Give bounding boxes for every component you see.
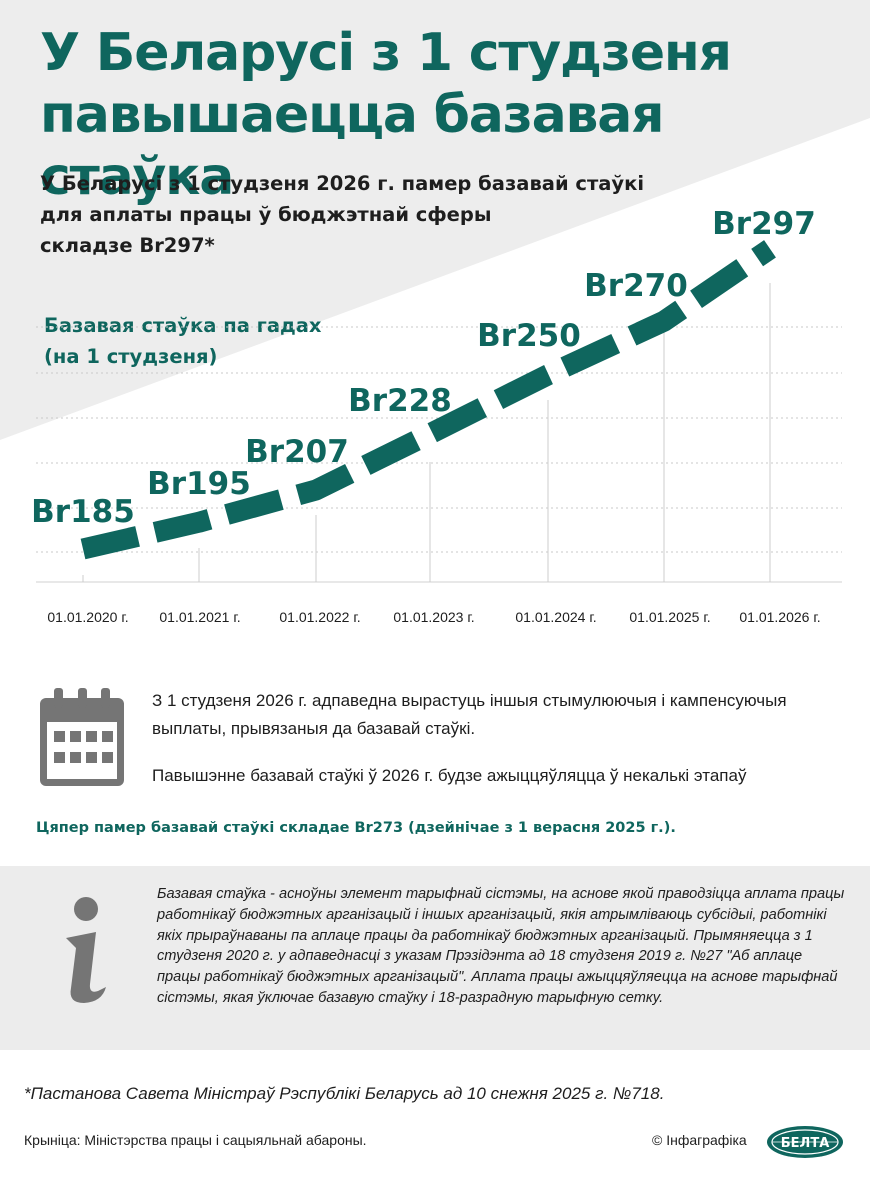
- current-rate-note: Цяпер памер базавай стаўкі складае Br273…: [36, 820, 676, 836]
- info-paragraph-1: З 1 студзеня 2026 г. адпаведна вырастуць…: [152, 691, 787, 738]
- definition-text: Базавая стаўка - асноўны элемент тарыфна…: [157, 886, 845, 1006]
- subtitle-line-2: для аплаты працы ў бюджэтнай сферы: [40, 203, 492, 226]
- definition-panel: [0, 866, 870, 1050]
- x-tick-label-7: 01.01.2026 г.: [739, 609, 820, 625]
- data-line-series: [80, 240, 776, 560]
- subtitle-line-3: складзе Br297*: [40, 234, 215, 257]
- page-title: У Беларусі з 1 студзеня павышаецца базав…: [40, 22, 860, 208]
- data-label-4: Br228: [348, 383, 452, 419]
- x-tick-label-6: 01.01.2025 г.: [629, 609, 710, 625]
- title-line-2: павышаецца базавая стаўка: [40, 85, 664, 207]
- data-label-1: Br185: [31, 494, 135, 530]
- belta-logo-text: БЕЛТА: [781, 1136, 830, 1151]
- data-label-6: Br270: [584, 268, 688, 304]
- title-line-1: У Беларусі з 1 студзеня: [40, 23, 732, 83]
- belta-logo: БЕЛТА: [767, 1126, 843, 1158]
- footnote: *Пастанова Савета Міністраў Рэспублікі Б…: [24, 1084, 665, 1103]
- calendar-icon: [40, 688, 124, 786]
- data-label-3: Br207: [245, 434, 349, 470]
- info-paragraph-2: Павышэнне базавай стаўкі ў 2026 г. будзе…: [152, 766, 747, 785]
- source-text: Крыніца: Міністэрства працы і сацыяльнай…: [24, 1132, 367, 1148]
- x-tick-label-3: 01.01.2022 г.: [279, 609, 360, 625]
- chart-caption-line-2: (на 1 студзеня): [44, 345, 218, 368]
- subtitle-line-1: У Беларусі з 1 студзеня 2026 г. памер ба…: [40, 172, 645, 195]
- x-tick-label-1: 01.01.2020 г.: [47, 609, 128, 625]
- x-tick-label-2: 01.01.2021 г.: [159, 609, 240, 625]
- data-label-5: Br250: [477, 318, 581, 354]
- chart-caption: Базавая стаўка па гадах (на 1 студзеня): [44, 310, 322, 372]
- subtitle: У Беларусі з 1 студзеня 2026 г. памер ба…: [40, 168, 680, 261]
- x-tick-label-4: 01.01.2023 г.: [393, 609, 474, 625]
- chart-caption-line-1: Базавая стаўка па гадах: [44, 314, 322, 337]
- data-label-7: Br297: [712, 206, 816, 242]
- header-background: [0, 0, 870, 440]
- data-label-2: Br195: [147, 466, 251, 502]
- info-icon: [66, 897, 106, 1003]
- copyright-text: © Інфаграфіка: [652, 1132, 747, 1148]
- x-tick-label-5: 01.01.2024 г.: [515, 609, 596, 625]
